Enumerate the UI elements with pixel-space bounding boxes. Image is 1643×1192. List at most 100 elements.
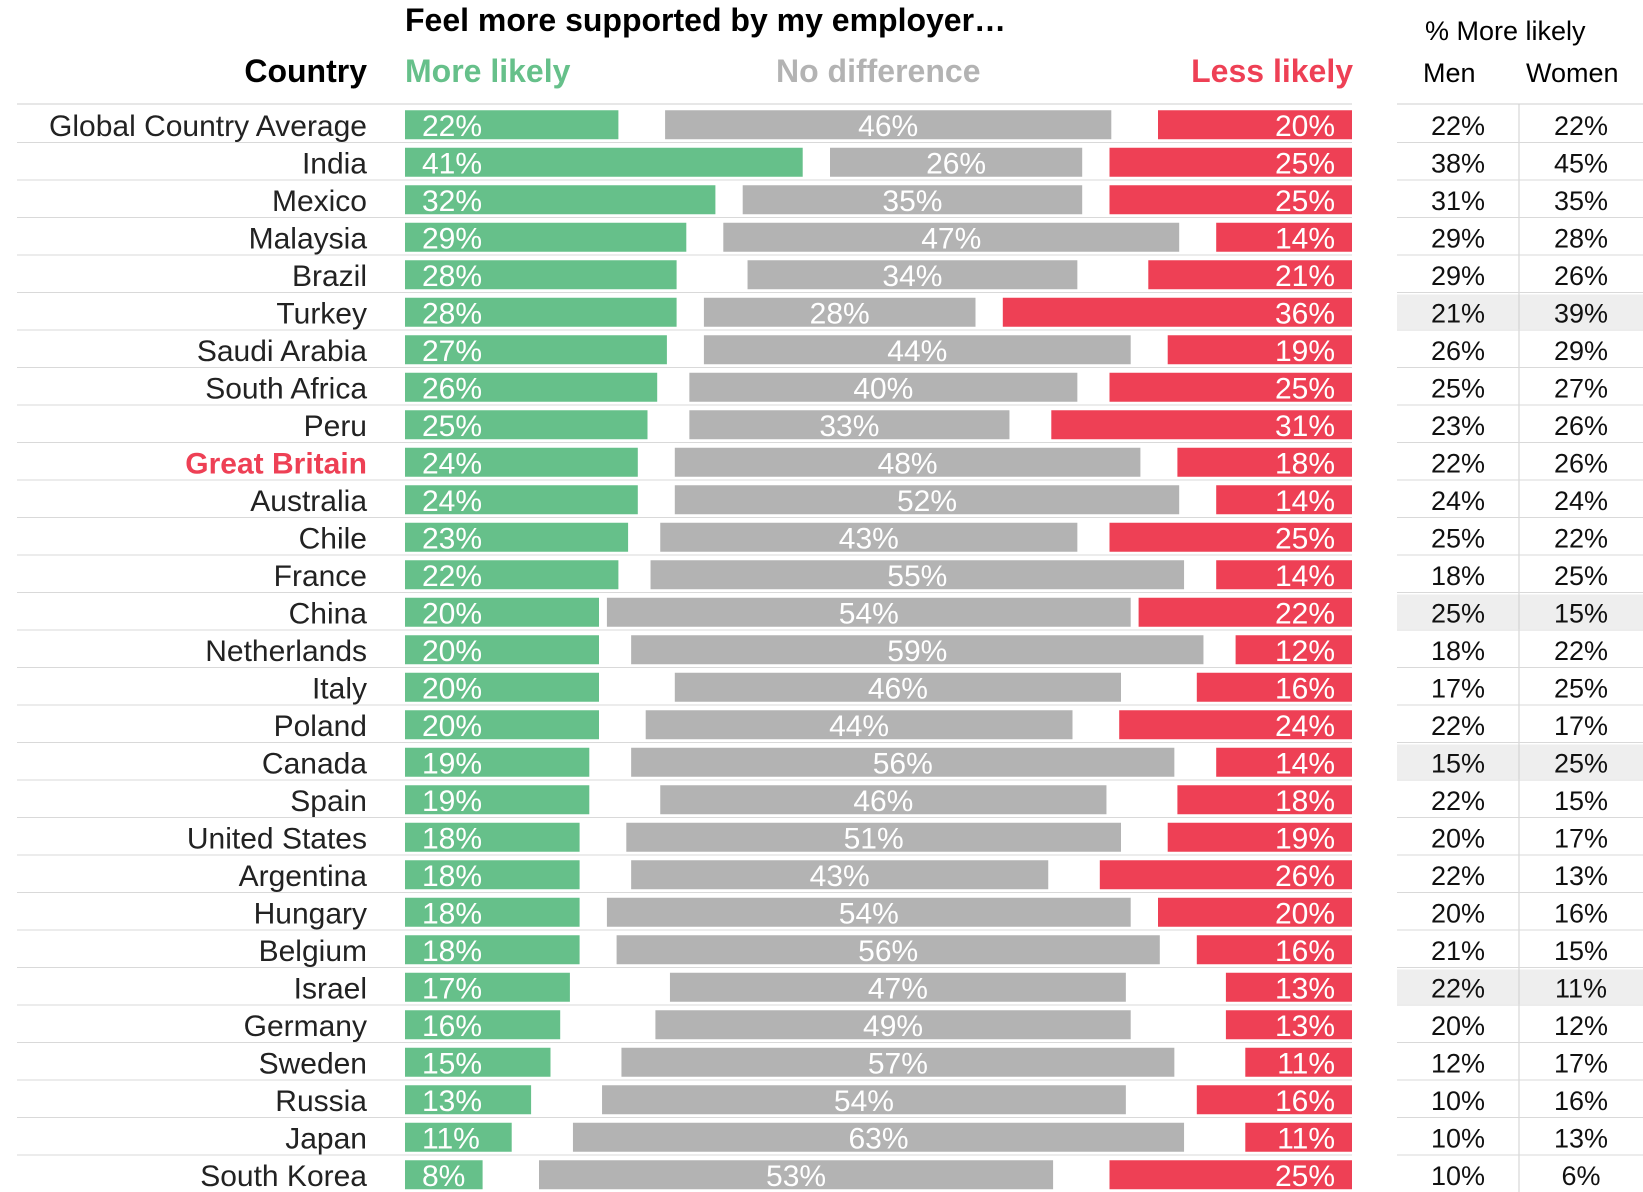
bar-less-likely bbox=[1177, 447, 1352, 477]
men-value: 26% bbox=[1431, 336, 1485, 366]
bar-no-difference-label: 40% bbox=[853, 372, 913, 405]
country-label: Saudi Arabia bbox=[197, 335, 367, 368]
women-value: 26% bbox=[1554, 411, 1608, 441]
bar-no-difference-label: 43% bbox=[839, 522, 899, 555]
bar-less-likely bbox=[1225, 1010, 1352, 1040]
bar-more-likely-label: 18% bbox=[422, 860, 482, 893]
bar-more-likely-label: 19% bbox=[422, 747, 482, 780]
women-value: 17% bbox=[1554, 1048, 1608, 1078]
men-column-header: Men bbox=[1423, 58, 1476, 88]
bar-no-difference bbox=[689, 372, 1078, 402]
bar-more-likely-label: 20% bbox=[422, 597, 482, 630]
bar-no-difference bbox=[621, 1047, 1175, 1077]
bar-less-likely-label: 19% bbox=[1275, 822, 1335, 855]
table-row-highlight bbox=[1397, 744, 1643, 779]
bar-no-difference bbox=[742, 185, 1083, 215]
bar-less-likely bbox=[1196, 935, 1352, 965]
men-value: 21% bbox=[1431, 936, 1485, 966]
men-value: 22% bbox=[1431, 448, 1485, 478]
women-value: 6% bbox=[1561, 1161, 1600, 1191]
bar-less-likely-label: 12% bbox=[1275, 635, 1335, 668]
bar-more-likely bbox=[405, 935, 580, 965]
country-label: China bbox=[289, 597, 368, 630]
bar-no-difference bbox=[703, 297, 976, 327]
bar-no-difference bbox=[674, 485, 1180, 515]
bar-no-difference-label: 55% bbox=[887, 560, 947, 593]
bar-more-likely-label: 20% bbox=[422, 672, 482, 705]
bar-no-difference bbox=[572, 1122, 1185, 1152]
bar-less-likely bbox=[1235, 635, 1352, 665]
bar-no-difference-label: 47% bbox=[921, 222, 981, 255]
bar-no-difference bbox=[830, 147, 1083, 177]
side-table-title: % More likely bbox=[1425, 16, 1586, 46]
bar-more-likely bbox=[405, 485, 638, 515]
country-label: Global Country Average bbox=[49, 110, 367, 143]
bar-no-difference bbox=[669, 972, 1126, 1002]
bar-less-likely-label: 13% bbox=[1275, 972, 1335, 1005]
bar-no-difference bbox=[631, 635, 1204, 665]
men-value: 18% bbox=[1431, 636, 1485, 666]
bar-no-difference-label: 48% bbox=[878, 447, 938, 480]
men-value: 25% bbox=[1431, 523, 1485, 553]
bar-no-difference-label: 44% bbox=[887, 335, 947, 368]
bar-less-likely-label: 25% bbox=[1275, 372, 1335, 405]
bar-no-difference bbox=[723, 222, 1180, 252]
bar-less-likely bbox=[1196, 672, 1352, 702]
bar-no-difference bbox=[606, 897, 1131, 927]
women-value: 22% bbox=[1554, 523, 1608, 553]
bar-more-likely bbox=[405, 260, 677, 290]
bar-less-likely bbox=[1002, 297, 1352, 327]
bar-no-difference-label: 54% bbox=[834, 1085, 894, 1118]
women-value: 24% bbox=[1554, 486, 1608, 516]
bar-less-likely-label: 11% bbox=[1277, 1122, 1335, 1155]
bar-less-likely bbox=[1216, 485, 1352, 515]
women-value: 11% bbox=[1555, 973, 1607, 1003]
women-value: 25% bbox=[1554, 673, 1608, 703]
country-label: Malaysia bbox=[249, 222, 368, 255]
bar-less-likely bbox=[1099, 860, 1352, 890]
bar-more-likely bbox=[405, 1047, 551, 1077]
country-label: Australia bbox=[250, 485, 367, 518]
women-column-header: Women bbox=[1526, 58, 1619, 88]
women-value: 45% bbox=[1554, 148, 1608, 178]
women-value: 15% bbox=[1554, 936, 1608, 966]
bar-less-likely-label: 13% bbox=[1275, 1010, 1335, 1043]
bar-less-likely bbox=[1109, 185, 1352, 215]
country-label: Spain bbox=[290, 785, 367, 818]
bar-no-difference-label: 54% bbox=[839, 597, 899, 630]
bar-no-difference bbox=[665, 110, 1112, 140]
bar-less-likely bbox=[1109, 147, 1352, 177]
men-value: 12% bbox=[1431, 1048, 1485, 1078]
bar-no-difference-label: 57% bbox=[868, 1047, 928, 1080]
table-row-highlight bbox=[1397, 594, 1643, 629]
women-value: 29% bbox=[1554, 336, 1608, 366]
country-label: United States bbox=[187, 822, 367, 855]
bar-more-likely-label: 26% bbox=[422, 372, 482, 405]
bar-less-likely-label: 18% bbox=[1275, 785, 1335, 818]
women-value: 16% bbox=[1554, 1086, 1608, 1116]
women-value: 27% bbox=[1554, 373, 1608, 403]
bar-no-difference-label: 56% bbox=[873, 747, 933, 780]
bar-no-difference bbox=[674, 672, 1121, 702]
bar-less-likely bbox=[1177, 785, 1352, 815]
bar-more-likely bbox=[405, 747, 590, 777]
men-value: 29% bbox=[1431, 223, 1485, 253]
women-value: 16% bbox=[1554, 898, 1608, 928]
bar-no-difference-label: 49% bbox=[863, 1010, 923, 1043]
country-label: Turkey bbox=[276, 297, 367, 330]
bar-less-likely bbox=[1225, 972, 1352, 1002]
bar-more-likely bbox=[405, 522, 629, 552]
country-label: Hungary bbox=[254, 897, 367, 930]
bar-no-difference bbox=[616, 935, 1160, 965]
bar-more-likely bbox=[405, 335, 667, 365]
bar-no-difference bbox=[660, 522, 1078, 552]
bar-more-likely-label: 27% bbox=[422, 335, 482, 368]
bar-less-likely-label: 25% bbox=[1275, 185, 1335, 218]
bar-more-likely-label: 20% bbox=[422, 710, 482, 743]
women-value: 25% bbox=[1554, 748, 1608, 778]
bar-less-likely-label: 25% bbox=[1275, 1160, 1335, 1192]
women-value: 39% bbox=[1554, 298, 1608, 328]
more-likely-header: More likely bbox=[405, 53, 571, 89]
men-value: 22% bbox=[1431, 786, 1485, 816]
bar-more-likely bbox=[405, 785, 590, 815]
